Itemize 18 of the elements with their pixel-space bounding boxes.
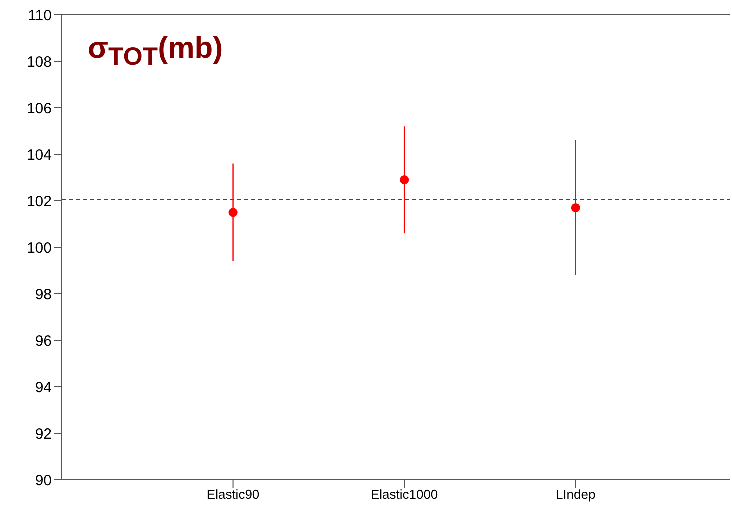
y-tick-label: 98 [35, 286, 52, 304]
text: σ$_{TOT}$(mb) [88, 32, 224, 72]
x-tick-label: Elastic1000 [370, 487, 438, 502]
y-tick-label: 92 [35, 426, 52, 443]
point [228, 208, 238, 218]
y-tick-label: 100 [26, 240, 52, 257]
y-tick-label: 90 [35, 472, 52, 490]
y-tick-label: 104 [26, 146, 52, 164]
point [571, 203, 580, 212]
y-tick-label: 102 [26, 193, 52, 210]
point [400, 176, 410, 185]
y-tick-label: 108 [26, 54, 52, 71]
x-tick-label: LIndep [556, 487, 596, 502]
y-tick-label: 96 [35, 332, 52, 350]
x-tick-label: Elastic90 [206, 487, 260, 502]
y-tick-label: 94 [35, 379, 52, 396]
y-tick-label: 110 [28, 7, 52, 24]
y-tick-label: 106 [26, 100, 52, 118]
